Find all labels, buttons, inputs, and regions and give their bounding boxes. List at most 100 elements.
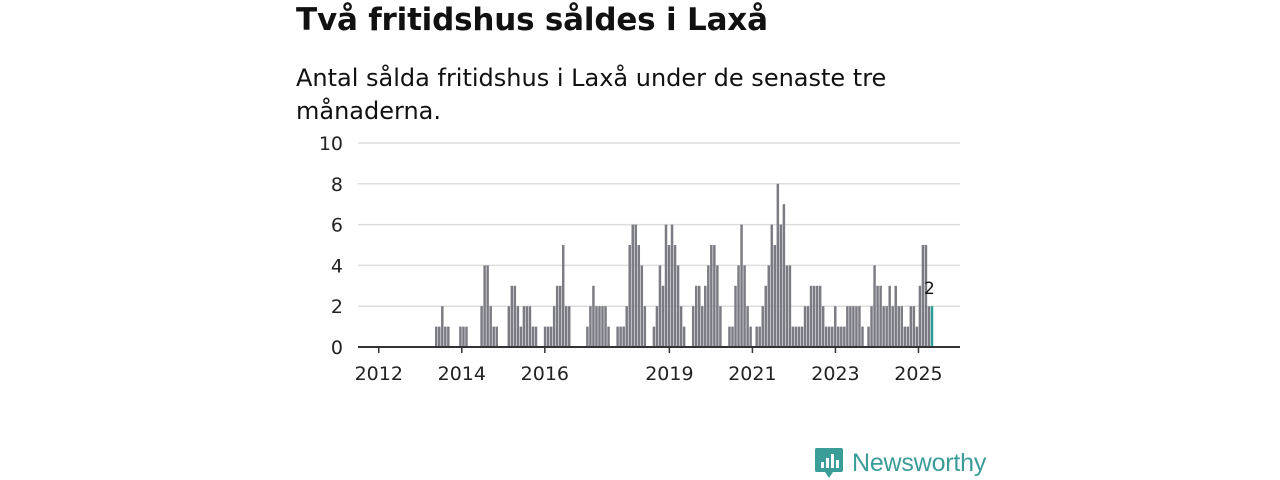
bar (459, 326, 462, 347)
bar (737, 265, 740, 347)
bar (546, 326, 550, 347)
y-tick-label: 6 (331, 215, 343, 237)
bar (444, 326, 447, 347)
bar (568, 306, 571, 347)
newsworthy-brand[interactable]: Newsworthy (814, 446, 986, 480)
bar (555, 285, 559, 347)
bar (809, 285, 813, 347)
bar (549, 326, 553, 347)
bar (767, 265, 771, 347)
bar (719, 306, 722, 347)
bar (788, 265, 792, 347)
bar-latest (930, 306, 934, 347)
bar (698, 285, 701, 347)
bar (915, 326, 919, 347)
bar (903, 326, 907, 347)
bar (776, 183, 780, 347)
bar (779, 224, 783, 347)
bar (894, 285, 897, 347)
bar (900, 306, 904, 347)
bar (794, 326, 798, 347)
bar (561, 245, 565, 347)
bar (743, 265, 746, 347)
bar (831, 326, 834, 347)
bar (764, 285, 767, 347)
bar (921, 245, 925, 347)
bar (882, 306, 885, 347)
bar (852, 306, 855, 347)
bar (513, 285, 517, 347)
bar (519, 326, 523, 347)
bar (906, 326, 910, 347)
x-tick-label: 2025 (894, 363, 942, 385)
x-tick-label: 2019 (645, 363, 693, 385)
bar (785, 265, 789, 347)
bar (462, 326, 465, 347)
bar (818, 285, 822, 347)
bar (694, 285, 698, 347)
bar (909, 306, 913, 347)
y-tick-label: 2 (331, 296, 343, 318)
bar (510, 285, 514, 347)
bar (734, 285, 737, 347)
bar (522, 306, 526, 347)
x-tick-label: 2021 (728, 363, 776, 385)
bar (622, 326, 625, 347)
bar (761, 306, 764, 347)
bar (873, 265, 876, 347)
bar (634, 224, 637, 347)
bar (716, 265, 719, 347)
bar (441, 306, 444, 347)
bar (770, 224, 774, 347)
bar (616, 326, 619, 347)
bar (558, 285, 562, 347)
bar (664, 224, 668, 347)
bar (912, 306, 916, 347)
x-tick-label: 2014 (438, 363, 486, 385)
bar (812, 285, 816, 347)
bar (595, 306, 598, 347)
bar (525, 306, 529, 347)
bar (564, 306, 568, 347)
bar (679, 306, 683, 347)
bar (507, 306, 511, 347)
bar (924, 245, 928, 347)
chart-title: Två fritidshus såldes i Laxå (296, 2, 768, 38)
newsworthy-logo-icon (815, 448, 843, 478)
bar (846, 306, 849, 347)
bar (676, 265, 680, 347)
y-tick-label: 4 (331, 255, 343, 277)
bar (640, 265, 644, 347)
bar (486, 265, 489, 347)
bar (586, 326, 589, 347)
bar (589, 306, 592, 347)
bar (876, 285, 879, 347)
bar (667, 245, 671, 347)
bar (879, 285, 882, 347)
bar (534, 326, 538, 347)
bar (800, 326, 804, 347)
bar (637, 245, 641, 347)
bar (755, 326, 758, 347)
bar (628, 245, 631, 347)
bar (528, 306, 532, 347)
bar (740, 224, 743, 347)
bar (543, 326, 547, 347)
bar (849, 306, 852, 347)
bar (867, 326, 870, 347)
bar (713, 245, 716, 347)
bar (815, 285, 819, 347)
bar (782, 204, 786, 347)
bar (643, 306, 647, 347)
brand-name: Newsworthy (852, 448, 987, 477)
bar (465, 326, 468, 347)
bar (495, 326, 498, 347)
bar (447, 326, 450, 347)
x-tick-label: 2012 (355, 363, 403, 385)
bar (607, 326, 610, 347)
bar (803, 306, 807, 347)
bar (918, 285, 922, 347)
bar (897, 306, 900, 347)
bar (855, 306, 858, 347)
